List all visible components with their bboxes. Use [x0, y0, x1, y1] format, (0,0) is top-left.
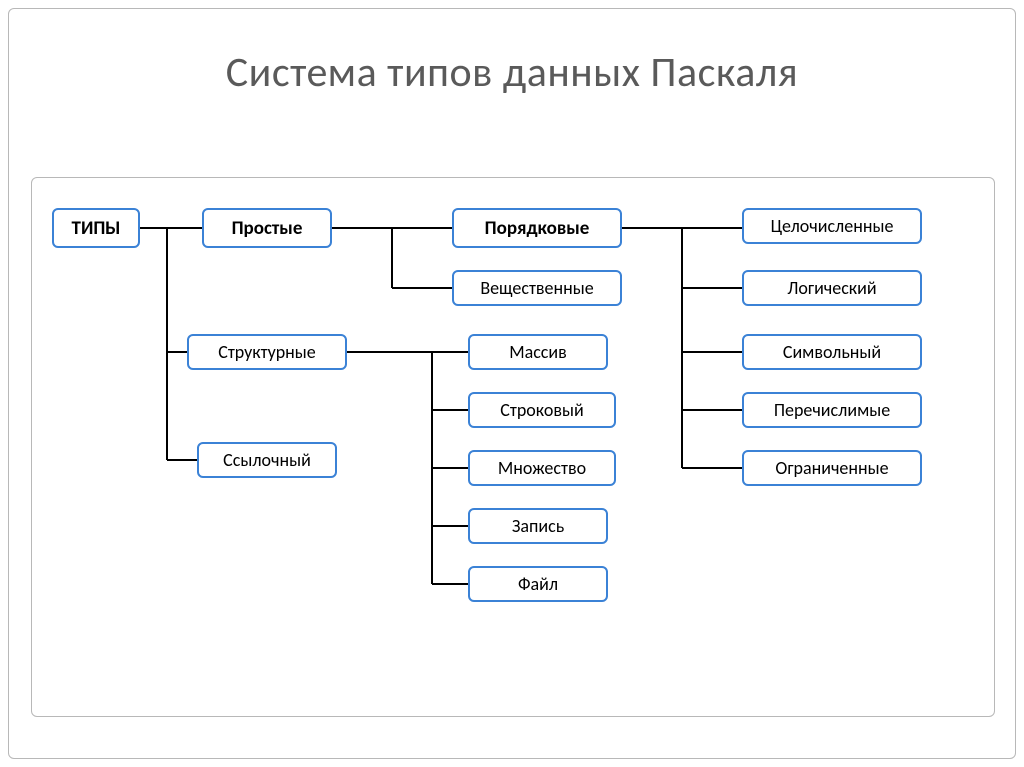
node-enum: Перечислимые — [742, 392, 922, 428]
node-file: Файл — [468, 566, 608, 602]
node-array: Массив — [468, 334, 608, 370]
diagram-frame: ТИПЫ Простые Порядковые Вещественные Структу… — [31, 177, 995, 717]
node-reference: Ссылочный — [197, 442, 337, 478]
slide-title: Система типов данных Паскаля — [9, 47, 1015, 98]
node-integer: Целочисленные — [742, 208, 922, 244]
node-set: Множество — [468, 450, 616, 486]
node-string: Строковый — [468, 392, 616, 428]
node-subrange: Ограниченные — [742, 450, 922, 486]
node-types: ТИПЫ — [52, 208, 140, 248]
node-ordinal: Порядковые — [452, 208, 622, 248]
node-record: Запись — [468, 508, 608, 544]
connectors-layer — [32, 178, 994, 716]
slide-frame: Система типов данных Паскаля ТИПЫ Простые… — [8, 8, 1016, 759]
node-structural: Структурные — [187, 334, 347, 370]
node-char: Символьный — [742, 334, 922, 370]
node-boolean: Логический — [742, 270, 922, 306]
node-simple: Простые — [202, 208, 332, 248]
type-tree-diagram: ТИПЫ Простые Порядковые Вещественные Структу… — [32, 178, 994, 716]
node-real: Вещественные — [452, 270, 622, 306]
